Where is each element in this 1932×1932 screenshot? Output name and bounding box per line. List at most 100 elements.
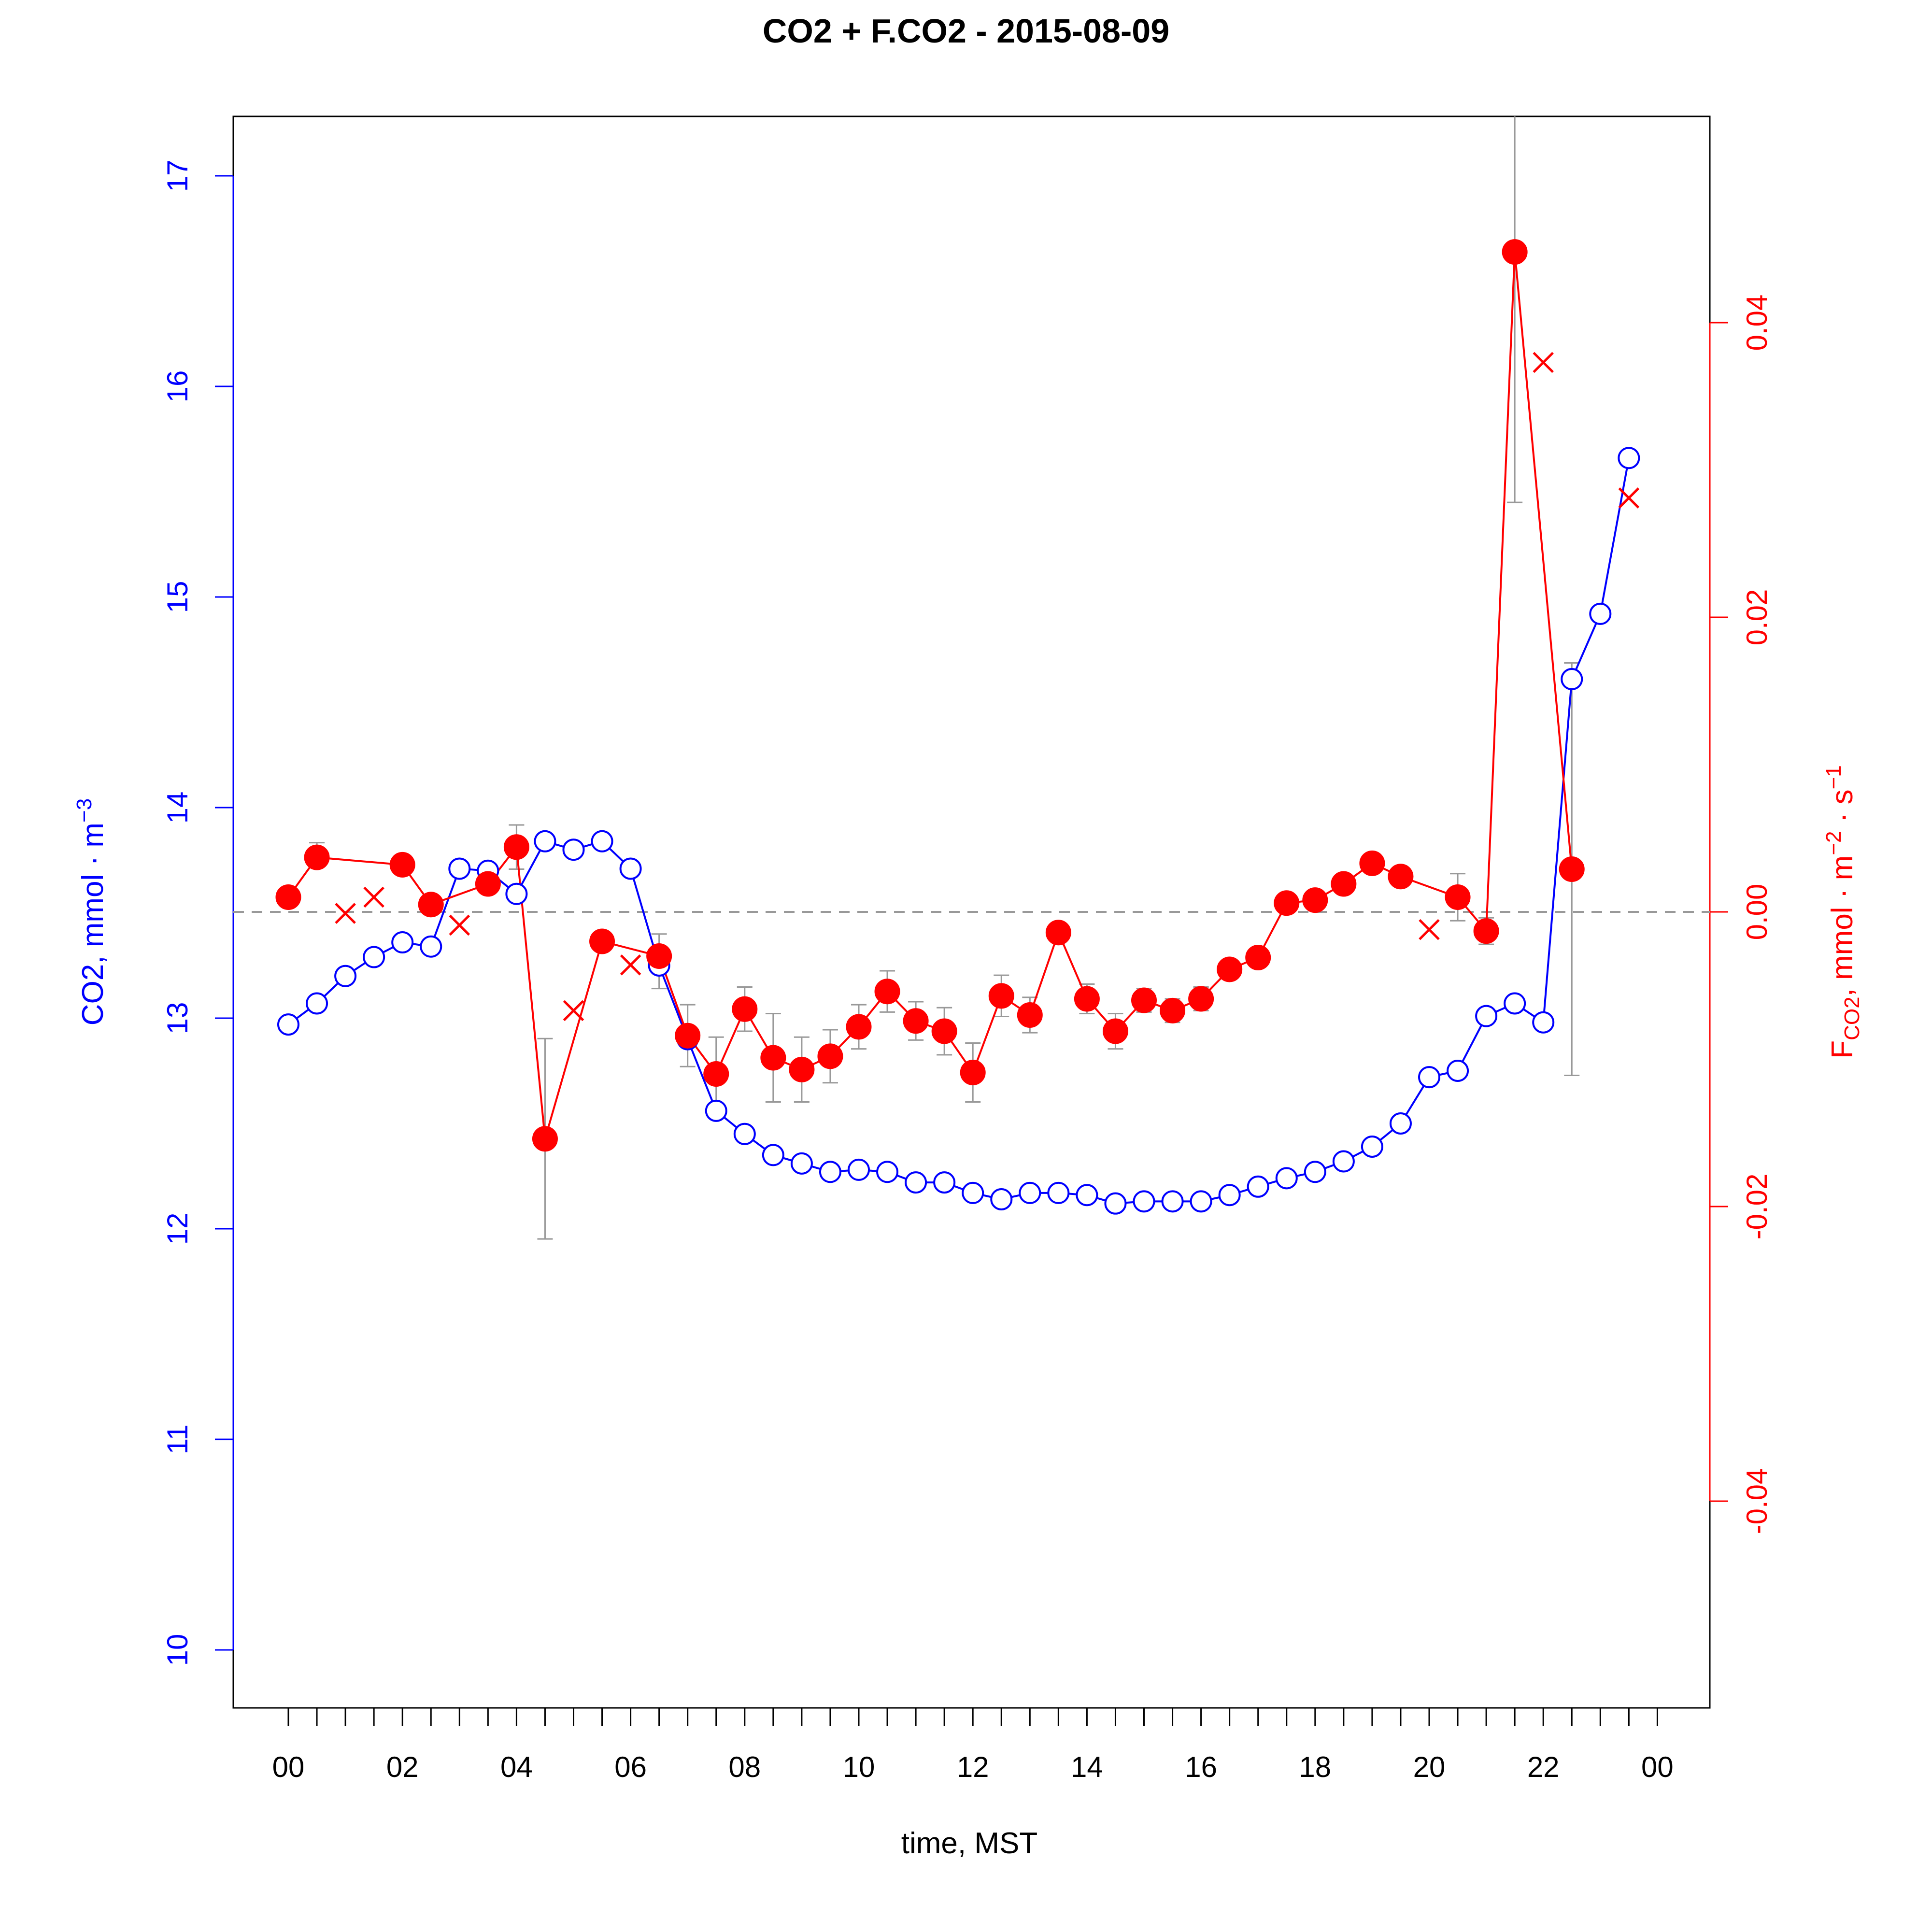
co2-point (733, 1122, 756, 1145)
chart-title: CO2 + F.CO2 - 2015-08-09 (763, 12, 1169, 50)
right-axis-label-units2: · s (1826, 789, 1859, 831)
flux-cross-stroke (620, 954, 641, 976)
co2-point (277, 1013, 299, 1036)
flux-point (732, 996, 758, 1022)
co2-point (1076, 1184, 1098, 1207)
left-tick-label: 15 (161, 581, 194, 613)
co2-point (962, 1181, 984, 1204)
x-tick-label: 16 (1185, 1751, 1217, 1783)
left-tick-label: 12 (161, 1213, 194, 1245)
flux-cross-point (449, 914, 470, 936)
left-tick-label: 17 (161, 160, 194, 192)
flux-point (418, 892, 444, 918)
flux-point (1502, 239, 1528, 265)
co2-point (848, 1158, 870, 1181)
flux-point (874, 979, 900, 1005)
flux-point (1074, 986, 1100, 1012)
co2-point (391, 931, 414, 954)
co2-line (287, 457, 1630, 1205)
flux-point (1359, 850, 1385, 876)
flux-point (1131, 987, 1157, 1013)
flux-point (1160, 997, 1186, 1023)
flux-point (931, 1018, 957, 1044)
flux-cross-stroke (1618, 487, 1640, 509)
right-tick-label: 0.02 (1741, 589, 1773, 646)
flux-cross-stroke (449, 914, 470, 936)
flux-point (1017, 1002, 1043, 1028)
flux-point (589, 928, 615, 954)
plot-layer (275, 116, 1640, 1240)
right-axis-label-exp1: −2 (1822, 831, 1846, 855)
flux-point (988, 983, 1014, 1009)
flux-point (1302, 887, 1328, 913)
co2-point (1275, 1167, 1298, 1190)
x-tick-label: 22 (1527, 1751, 1560, 1783)
x-tick-label: 08 (728, 1751, 761, 1783)
flux-point (817, 1043, 843, 1069)
co2-point (905, 1171, 927, 1194)
flux-point (1559, 856, 1585, 882)
flux-point (1473, 918, 1499, 944)
co2-point (1561, 668, 1583, 691)
co2-point (933, 1171, 956, 1194)
co2-point (1589, 602, 1612, 625)
co2-point (1133, 1190, 1155, 1213)
flux-cross-point (1618, 487, 1640, 509)
flux-point (903, 1008, 929, 1034)
co2-point (1190, 1190, 1212, 1213)
x-tick-label: 06 (614, 1751, 647, 1783)
co2-point (876, 1161, 899, 1183)
x-tick-label: 18 (1299, 1751, 1331, 1783)
x-axis: 00 02 04 06 08 10 12 14 16 18 20 22 00 (272, 1708, 1674, 1783)
flux-point (1445, 884, 1471, 910)
flux-cross-point (563, 1000, 584, 1022)
flux-point (1217, 956, 1243, 982)
right-axis-label-exp2: −1 (1822, 765, 1846, 789)
right-tick-label: -0.02 (1741, 1174, 1773, 1240)
flux-point (1245, 945, 1271, 971)
flux-point (532, 1126, 558, 1152)
flux-point (389, 852, 415, 878)
co2-point (591, 830, 613, 852)
flux-point (1045, 920, 1071, 946)
co2-point (1447, 1060, 1469, 1082)
x-tick-label: 10 (843, 1751, 875, 1783)
flux-point (304, 844, 330, 870)
flux-point (275, 884, 301, 910)
x-tick-label: 14 (1071, 1751, 1103, 1783)
right-tick-label: 0.04 (1741, 295, 1773, 351)
flux-cross-stroke (1533, 352, 1554, 373)
left-axis: 10 11 12 13 14 15 16 17 (161, 160, 234, 1666)
co2-point (1361, 1135, 1383, 1158)
flux-cross-stroke (335, 903, 356, 924)
flux-cross-point (1419, 919, 1440, 940)
flux-cross-stroke (363, 886, 384, 908)
right-axis-label-sub: CO2 (1840, 996, 1864, 1040)
co2-point (1389, 1112, 1412, 1135)
co2-point (705, 1099, 727, 1122)
flux-point (1331, 871, 1357, 897)
flux-cross-point (620, 954, 641, 976)
co2-point (990, 1188, 1013, 1210)
co2-point (1304, 1161, 1326, 1183)
co2-point (562, 838, 585, 861)
flux-line (287, 252, 1573, 1139)
co2-point (1418, 1066, 1440, 1089)
flux-point (789, 1056, 815, 1082)
left-tick-label: 10 (161, 1634, 194, 1666)
co2-point (505, 882, 528, 905)
co2-point (1475, 1005, 1498, 1027)
flux-cross-stroke (563, 1000, 584, 1022)
flux-cross-point (363, 886, 384, 908)
right-axis-label-f: F (1826, 1040, 1859, 1059)
left-axis-label-exp: −3 (72, 798, 96, 823)
co2-point (1504, 992, 1526, 1015)
left-axis-label: CO2, mmol · m−3 (72, 798, 110, 1025)
left-tick-label: 16 (161, 370, 194, 403)
co2-point (1247, 1175, 1269, 1198)
co2-point (1019, 1181, 1041, 1204)
flux-point (503, 834, 529, 860)
x-tick-label: 04 (500, 1751, 533, 1783)
flux-point (703, 1061, 729, 1087)
right-axis-label: FCO2, mmol · m−2 · s−1 (1822, 765, 1864, 1059)
